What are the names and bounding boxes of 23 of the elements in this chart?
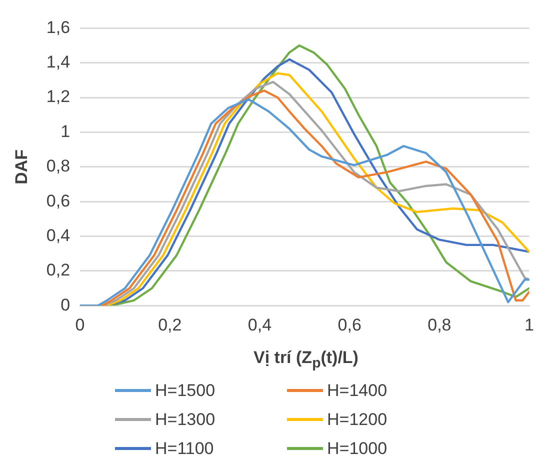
- legend-label: H=1300: [155, 410, 216, 430]
- y-tick-label: 0,4: [46, 226, 70, 245]
- legend-label: H=1400: [327, 380, 388, 401]
- y-tick-label: 0,6: [46, 191, 70, 210]
- legend-label: H=1500: [155, 380, 216, 401]
- y-tick-label: 0: [60, 295, 70, 314]
- legend-label: H=1100: [155, 438, 214, 459]
- y-tick-label: 0,8: [46, 156, 70, 176]
- x-tick-label: 0,8: [428, 315, 452, 334]
- y-tick-label: 1,2: [46, 87, 70, 106]
- y-tick-label: 1,4: [46, 52, 70, 72]
- x-axis-title: Vị trí (Z$_{p}$(t)/L): [252, 347, 360, 374]
- y-tick-label: 1,6: [46, 18, 70, 37]
- x-tick-label: 0,6: [338, 315, 362, 334]
- x-tick-label: 0,2: [158, 315, 182, 334]
- y-tick-label: 0,2: [46, 260, 70, 280]
- legend-label: H=1000: [327, 438, 388, 459]
- x-tick-label: 0,4: [248, 315, 272, 334]
- legend-label: H=1200: [327, 410, 388, 430]
- y-tick-label: 1: [60, 122, 70, 141]
- x-tick-label: 1: [524, 315, 534, 334]
- x-tick-label: 0: [75, 315, 85, 334]
- y-axis-title: DAF: [12, 149, 31, 184]
